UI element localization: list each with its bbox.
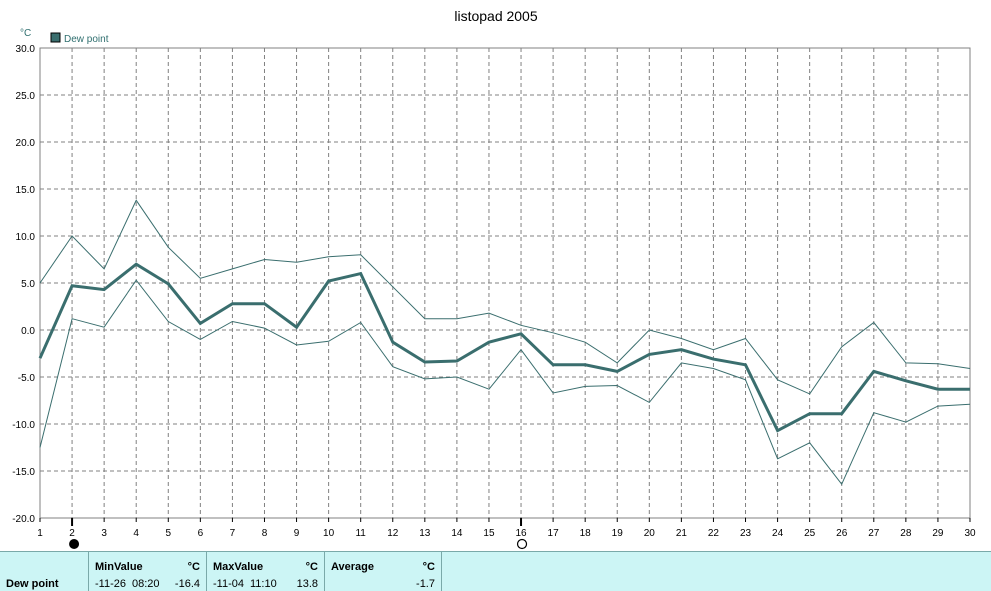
average-value: -1.7 xyxy=(416,578,435,590)
y-tick-label: 0.0 xyxy=(21,326,35,337)
x-tick-label: 29 xyxy=(932,528,944,539)
y-tick-label: 25.0 xyxy=(16,91,36,102)
x-tick-label: 26 xyxy=(836,528,848,539)
new-moon-icon xyxy=(516,538,528,550)
x-tick-label: 17 xyxy=(548,528,560,539)
max-value: 13.8 xyxy=(296,578,318,590)
x-tick-label: 22 xyxy=(708,528,720,539)
average-cell: Average °C -1.7 xyxy=(324,552,441,591)
y-tick-label: 15.0 xyxy=(16,185,36,196)
x-tick-label: 15 xyxy=(483,528,495,539)
x-tick-label: 4 xyxy=(133,528,139,539)
y-tick-label: 30.0 xyxy=(16,44,36,55)
x-tick-label: 28 xyxy=(900,528,912,539)
y-tick-label: -10.0 xyxy=(12,420,35,431)
x-tick-label: 12 xyxy=(387,528,399,539)
x-tick-label: 24 xyxy=(772,528,784,539)
y-tick-label: -15.0 xyxy=(12,467,35,478)
chart-title: listopad 2005 xyxy=(454,8,538,24)
min-value-header: MinValue xyxy=(95,561,143,573)
series-line-max xyxy=(39,199,971,395)
moon-phases xyxy=(69,518,528,550)
x-tick-label: 1 xyxy=(37,528,43,539)
stats-empty-cell xyxy=(441,552,990,591)
x-tick-label: 19 xyxy=(612,528,624,539)
x-tick-label: 8 xyxy=(262,528,268,539)
max-value-unit: °C xyxy=(305,561,318,573)
full-moon-icon xyxy=(69,539,80,549)
x-tick-label: 6 xyxy=(198,528,204,539)
max-value-date: -11-04 xyxy=(213,578,244,590)
grid xyxy=(40,48,970,518)
average-header: Average xyxy=(331,561,375,573)
x-tick-label: 7 xyxy=(230,528,236,539)
series-line-min xyxy=(39,279,971,486)
stats-table: Dew point MinValue °C -11-26 08:20 -16.4… xyxy=(0,551,991,591)
x-tick-label: 25 xyxy=(804,528,816,539)
max-value-cell: MaxValue °C -11-04 11:10 13.8 xyxy=(206,552,324,591)
x-tick-label: 23 xyxy=(740,528,752,539)
y-tick-label: 5.0 xyxy=(21,279,35,290)
average-unit: °C xyxy=(422,561,435,573)
min-value-unit: °C xyxy=(187,561,200,573)
legend-swatch xyxy=(50,32,61,43)
x-tick-label: 9 xyxy=(294,528,300,539)
x-tick-label: 10 xyxy=(323,528,335,539)
max-value-time: 11:10 xyxy=(250,578,277,590)
x-tick-label: 30 xyxy=(964,528,976,539)
min-value-cell: MinValue °C -11-26 08:20 -16.4 xyxy=(88,552,206,591)
x-tick-label: 16 xyxy=(515,528,527,539)
min-value-date: -11-26 xyxy=(95,578,126,590)
x-tick-label: 11 xyxy=(355,528,366,539)
min-value-time: 08:20 xyxy=(132,578,160,590)
x-tick-label: 13 xyxy=(419,528,431,539)
y-axis-unit: °C xyxy=(20,28,31,39)
x-tick-label: 20 xyxy=(644,528,656,539)
series-line-average xyxy=(38,262,970,433)
y-tick-label: 20.0 xyxy=(16,138,36,149)
x-axis: 1 2 3 4 5 6 7 8 9 10 11 12 13 14 15 16 17 18 19 20 21 22 23 24 2… xyxy=(37,518,976,539)
x-tick-label: 21 xyxy=(676,528,688,539)
x-tick-label: 14 xyxy=(451,528,463,539)
max-value-header: MaxValue xyxy=(213,561,264,573)
x-tick-label: 27 xyxy=(868,528,880,539)
legend-label: Dew point xyxy=(64,34,109,45)
dew-point-chart: listopad 2005 °C Dew point 30.025.020.01… xyxy=(12,8,976,550)
x-tick-label: 2 xyxy=(69,528,75,539)
stats-row-label: Dew point xyxy=(6,578,59,590)
series-group xyxy=(38,199,971,486)
x-tick-label: 18 xyxy=(580,528,592,539)
y-tick-label: -5.0 xyxy=(18,373,36,384)
y-tick-label: -20.0 xyxy=(12,514,35,525)
y-axis: 30.0 25.0 20.0 15.0 10.0 5.0 0.0 -5.0 -10.0 -15.0… xyxy=(12,44,35,525)
x-tick-label: 3 xyxy=(101,528,107,539)
min-value: -16.4 xyxy=(174,578,200,590)
y-tick-label: 10.0 xyxy=(16,232,36,243)
x-tick-label: 5 xyxy=(165,528,171,539)
